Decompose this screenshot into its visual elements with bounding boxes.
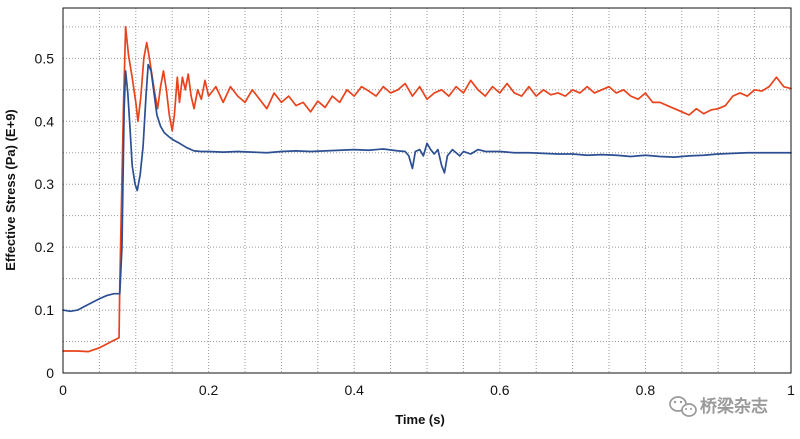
x-axis-label: Time (s) <box>395 412 445 427</box>
x-tick-label-5: 1 <box>787 382 795 398</box>
y-tick-label-5: 0.5 <box>35 50 55 66</box>
x-tick-label-4: 0.8 <box>636 382 656 398</box>
y-tick-label-2: 0.2 <box>35 239 55 255</box>
y-tick-label-1: 0.1 <box>35 302 55 318</box>
y-tick-label-4: 0.4 <box>35 113 55 129</box>
watermark: 桥梁杂志 <box>669 396 768 417</box>
x-tick-label-1: 0.2 <box>199 382 219 398</box>
wechat-icon <box>669 396 697 417</box>
data-series <box>62 26 792 353</box>
plot-frame <box>62 7 792 374</box>
watermark-text: 桥梁杂志 <box>700 396 768 417</box>
series-line-0 <box>62 26 792 353</box>
grid-lines <box>63 8 791 373</box>
x-tick-label-3: 0.6 <box>490 382 510 398</box>
y-tick-label-3: 0.3 <box>35 176 55 192</box>
tick-labels: 0 0.2 0.4 0.6 0.8 1 0 0.1 0.2 0.3 0.4 0.5 <box>35 50 796 398</box>
x-tick-label-0: 0 <box>59 382 67 398</box>
y-axis-label: Effective Stress (Pa) (E+9) <box>3 109 18 270</box>
x-tick-label-2: 0.4 <box>344 382 364 398</box>
series-line-1 <box>62 63 792 313</box>
y-tick-label-0: 0 <box>46 365 54 381</box>
